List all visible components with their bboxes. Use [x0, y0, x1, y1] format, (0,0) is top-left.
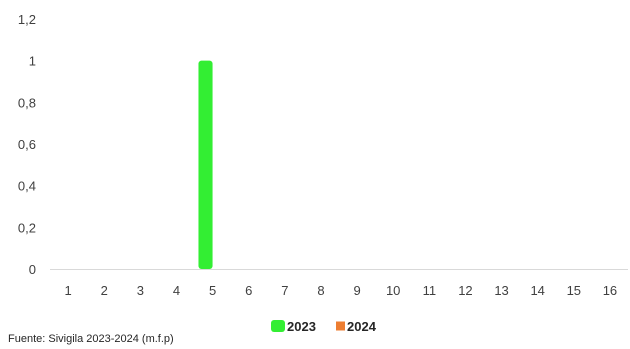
y-axis-ticks: 0 0,2 0,4 0,6 0,8 1 1,2: [18, 12, 36, 277]
y-tick-label: 1: [29, 54, 36, 69]
legend-swatch-2024: [336, 321, 345, 331]
x-tick-label: 9: [353, 283, 360, 298]
y-tick-label: 0,8: [18, 95, 36, 110]
y-tick-label: 0,4: [18, 179, 36, 194]
x-tick-label: 3: [137, 283, 144, 298]
x-tick-label: 7: [281, 283, 288, 298]
x-tick-label: 11: [423, 283, 437, 298]
x-axis-ticks: 1 2 3 4 5 6 7 8 9 10 11 12 13 14 15 16: [64, 283, 617, 298]
y-tick-label: 0,6: [18, 137, 36, 152]
legend-label-2024: 2024: [347, 319, 377, 334]
y-tick-label: 1,2: [18, 12, 36, 27]
x-tick-label: 10: [386, 283, 400, 298]
x-tick-label: 8: [317, 283, 324, 298]
x-tick-label: 2: [101, 283, 108, 298]
y-tick-label: 0,2: [18, 220, 36, 235]
bars: [198, 60, 213, 269]
source-note: Fuente: Sivigila 2023-2024 (m.f.p): [8, 333, 174, 345]
legend-swatch-2023: [271, 320, 285, 332]
x-tick-label: 14: [530, 283, 544, 298]
x-tick-label: 13: [494, 283, 508, 298]
x-tick-label: 16: [603, 283, 617, 298]
x-tick-label: 1: [64, 283, 71, 298]
legend-label-2023: 2023: [287, 319, 316, 334]
x-tick-label: 6: [245, 283, 252, 298]
x-tick-label: 5: [209, 283, 216, 298]
legend: 2023 2024: [271, 319, 377, 334]
x-tick-label: 4: [173, 283, 180, 298]
y-tick-label: 0: [29, 262, 36, 277]
x-tick-label: 12: [458, 283, 472, 298]
bar-2023-5: [198, 60, 213, 269]
x-tick-label: 15: [567, 283, 581, 298]
